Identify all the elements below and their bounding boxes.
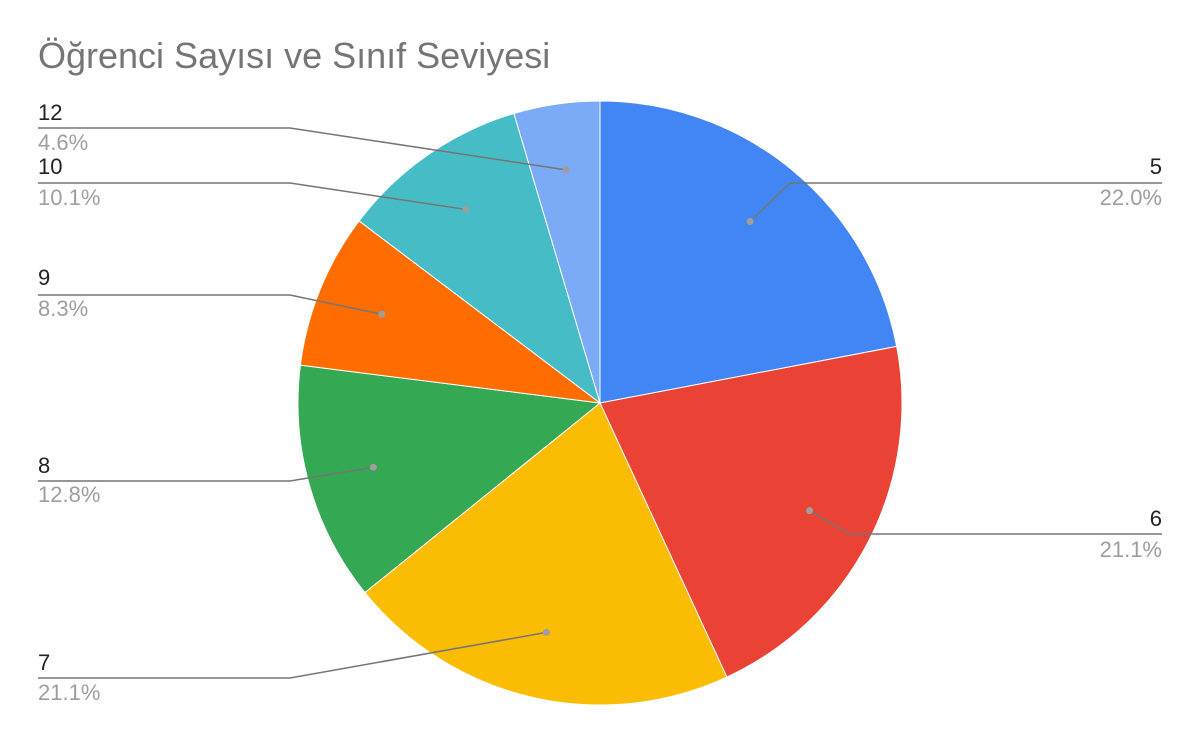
chart-title: Öğrenci Sayısı ve Sınıf Seviyesi [38, 35, 550, 76]
leader-dot-7 [542, 628, 550, 636]
pie-slice-5 [599, 100, 898, 404]
leader-line-10 [38, 182, 466, 211]
slice-percent-label-6: 21.1% [1100, 537, 1162, 562]
slice-category-label-9: 9 [38, 265, 50, 290]
pie-slice-8 [297, 364, 602, 594]
leader-line-7 [38, 631, 547, 679]
slice-percent-label-5: 22.0% [1100, 185, 1162, 210]
slice-percent-label-7: 21.1% [38, 680, 100, 705]
leader-line-5 [749, 182, 1162, 223]
slice-category-label-8: 8 [38, 453, 50, 478]
leader-dot-9 [378, 310, 386, 318]
leader-dot-12 [562, 166, 570, 174]
pie-slice-10 [358, 112, 601, 405]
slice-percent-label-9: 8.3% [38, 296, 88, 321]
leader-line-8 [38, 466, 374, 482]
leader-dot-10 [462, 205, 470, 213]
slice-percent-label-10: 10.1% [38, 185, 100, 210]
leader-lines [38, 127, 1162, 679]
slice-category-label-10: 10 [38, 154, 62, 179]
pie-slices [297, 100, 903, 706]
leader-dot-8 [369, 463, 377, 471]
slice-percent-label-12: 4.6% [38, 130, 88, 155]
leader-dot-6 [806, 507, 814, 515]
leader-dot-5 [746, 217, 754, 225]
slice-category-label-7: 7 [38, 650, 50, 675]
pie-slice-12 [513, 100, 601, 404]
slice-percent-label-8: 12.8% [38, 482, 100, 507]
pie-slice-7 [364, 402, 728, 706]
slice-category-label-12: 12 [38, 100, 62, 125]
pie-slice-9 [299, 220, 602, 404]
slice-category-label-5: 5 [1150, 154, 1162, 179]
leader-line-6 [809, 509, 1162, 535]
pie-slice-6 [599, 345, 903, 678]
leader-line-12 [38, 127, 567, 171]
slice-labels: 5 22.0% 6 21.1% 7 21.1% 8 12.8% 9 8.3% 10 10.1% 12 4.… [38, 100, 1162, 705]
slice-category-label-6: 6 [1150, 506, 1162, 531]
leader-line-9 [38, 294, 382, 315]
